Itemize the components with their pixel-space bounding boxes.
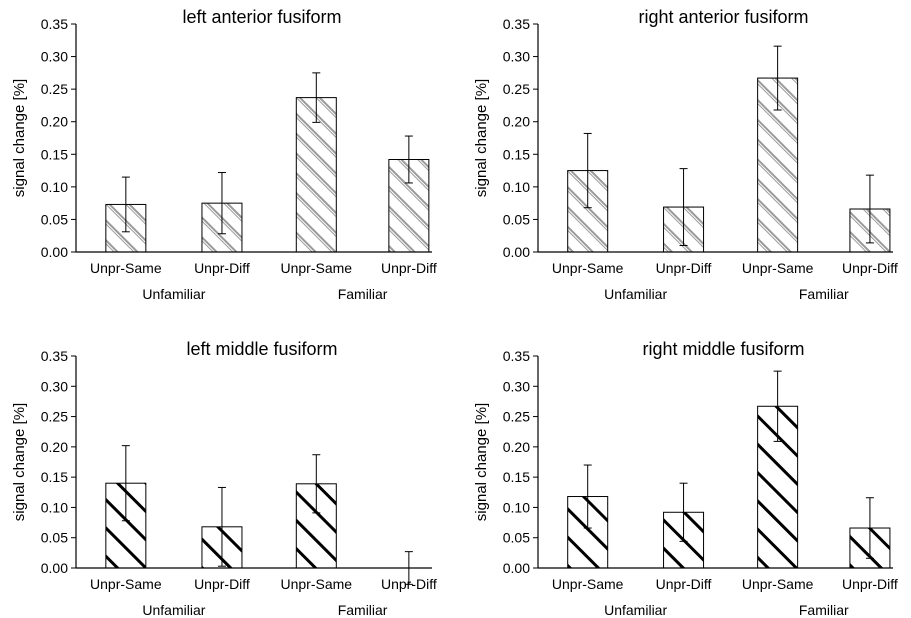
group-label: Unfamiliar	[142, 286, 205, 302]
x-tick-label: Unpr-Same	[90, 576, 162, 592]
y-tick-label: 0.10	[503, 179, 530, 195]
y-tick-label: 0.15	[41, 469, 68, 485]
panel-2: right anterior fusiform signal change [%]…	[473, 7, 898, 302]
x-tick-label: Unpr-Diff	[194, 260, 250, 276]
group-label: Unfamiliar	[142, 602, 205, 618]
y-tick-label: 0.30	[41, 49, 68, 65]
y-tick-label: 0.20	[503, 114, 530, 130]
chart-title: right middle fusiform	[642, 339, 804, 359]
chart-title: left middle fusiform	[186, 339, 337, 359]
y-axis-label: signal change [%]	[11, 79, 28, 197]
y-tick-label: 0.20	[503, 439, 530, 455]
y-tick-label: 0.25	[503, 409, 530, 425]
y-tick-label: 0.05	[41, 530, 68, 546]
x-tick-label: Unpr-Diff	[194, 576, 250, 592]
y-tick-label: 0.05	[503, 530, 530, 546]
x-tick-label: Unpr-Same	[281, 576, 353, 592]
x-tick-label: Unpr-Same	[742, 576, 814, 592]
group-label: Familiar	[338, 286, 388, 302]
chart-title: right anterior fusiform	[638, 7, 808, 27]
group-label: Familiar	[799, 602, 849, 618]
y-tick-label: 0.00	[503, 560, 530, 576]
x-tick-label: Unpr-Diff	[656, 576, 712, 592]
y-tick-label: 0.10	[41, 179, 68, 195]
y-tick-label: 0.15	[503, 469, 530, 485]
chart-title: left anterior fusiform	[182, 7, 341, 27]
y-tick-label: 0.25	[41, 409, 68, 425]
x-tick-label: Unpr-Diff	[381, 260, 437, 276]
y-tick-label: 0.30	[503, 49, 530, 65]
y-axis-label: signal change [%]	[473, 79, 490, 197]
y-tick-label: 0.00	[503, 244, 530, 260]
x-tick-label: Unpr-Same	[552, 576, 624, 592]
x-tick-label: Unpr-Diff	[842, 576, 898, 592]
y-axis-label: signal change [%]	[11, 403, 28, 521]
bar	[295, 97, 337, 253]
y-tick-label: 0.20	[41, 114, 68, 130]
x-tick-label: Unpr-Same	[281, 260, 353, 276]
group-label: Familiar	[799, 286, 849, 302]
x-tick-label: Unpr-Diff	[656, 260, 712, 276]
y-tick-label: 0.25	[41, 81, 68, 97]
y-axis-label: signal change [%]	[473, 403, 490, 521]
y-tick-label: 0.35	[503, 16, 530, 32]
y-tick-label: 0.05	[503, 211, 530, 227]
x-tick-label: Unpr-Same	[742, 260, 814, 276]
group-label: Familiar	[338, 602, 388, 618]
group-label: Unfamiliar	[604, 286, 667, 302]
panel-1: left anterior fusiform signal change [%] 0…	[11, 7, 437, 302]
y-tick-label: 0.15	[41, 146, 68, 162]
y-tick-label: 0.20	[41, 439, 68, 455]
y-tick-label: 0.15	[503, 146, 530, 162]
y-tick-label: 0.05	[41, 211, 68, 227]
y-tick-label: 0.10	[41, 499, 68, 515]
panel-4: right middle fusiform signal change [%] 0.…	[473, 339, 898, 618]
group-label: Unfamiliar	[604, 602, 667, 618]
x-tick-label: Unpr-Diff	[842, 260, 898, 276]
x-tick-label: Unpr-Same	[90, 260, 162, 276]
y-tick-label: 0.30	[503, 378, 530, 394]
y-tick-label: 0.10	[503, 499, 530, 515]
y-tick-label: 0.35	[503, 348, 530, 364]
x-tick-label: Unpr-Same	[552, 260, 624, 276]
y-tick-label: 0.25	[503, 81, 530, 97]
x-tick-label: Unpr-Diff	[381, 576, 437, 592]
y-tick-label: 0.00	[41, 560, 68, 576]
y-tick-label: 0.00	[41, 244, 68, 260]
panel-3: left middle fusiform signal change [%] 0.0…	[11, 339, 437, 618]
y-tick-label: 0.35	[41, 16, 68, 32]
y-tick-label: 0.30	[41, 378, 68, 394]
y-tick-label: 0.35	[41, 348, 68, 364]
